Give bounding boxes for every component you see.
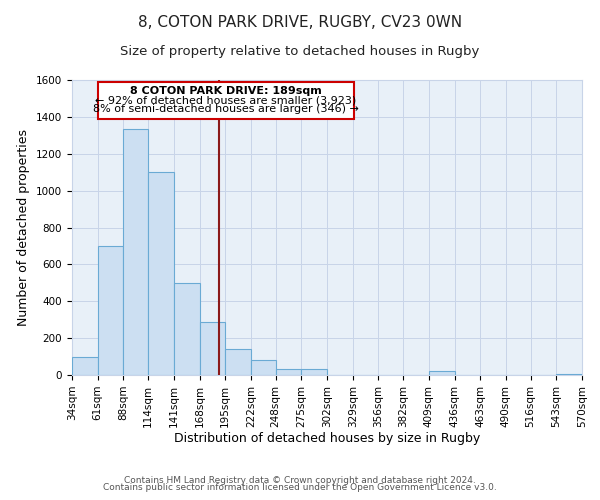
Bar <box>148 172 174 375</box>
Bar <box>199 322 225 375</box>
Text: 8 COTON PARK DRIVE: 189sqm: 8 COTON PARK DRIVE: 189sqm <box>130 86 322 96</box>
Text: 8% of semi-detached houses are larger (346) →: 8% of semi-detached houses are larger (3… <box>93 104 359 115</box>
Bar <box>72 356 98 375</box>
Text: 8, COTON PARK DRIVE, RUGBY, CV23 0WN: 8, COTON PARK DRIVE, RUGBY, CV23 0WN <box>138 15 462 30</box>
Bar <box>174 283 199 375</box>
Bar <box>251 360 275 375</box>
Bar <box>225 349 251 375</box>
Y-axis label: Number of detached properties: Number of detached properties <box>17 129 31 326</box>
Bar <box>98 246 124 375</box>
FancyBboxPatch shape <box>98 82 353 118</box>
Bar <box>301 370 327 375</box>
Bar <box>124 129 148 375</box>
Text: ← 92% of detached houses are smaller (3,923): ← 92% of detached houses are smaller (3,… <box>95 96 356 106</box>
Bar <box>556 374 582 375</box>
Text: Contains public sector information licensed under the Open Government Licence v3: Contains public sector information licen… <box>103 484 497 492</box>
Text: Size of property relative to detached houses in Rugby: Size of property relative to detached ho… <box>121 45 479 58</box>
Bar <box>429 372 455 375</box>
X-axis label: Distribution of detached houses by size in Rugby: Distribution of detached houses by size … <box>174 432 480 446</box>
Text: Contains HM Land Registry data © Crown copyright and database right 2024.: Contains HM Land Registry data © Crown c… <box>124 476 476 485</box>
Bar <box>275 370 301 375</box>
